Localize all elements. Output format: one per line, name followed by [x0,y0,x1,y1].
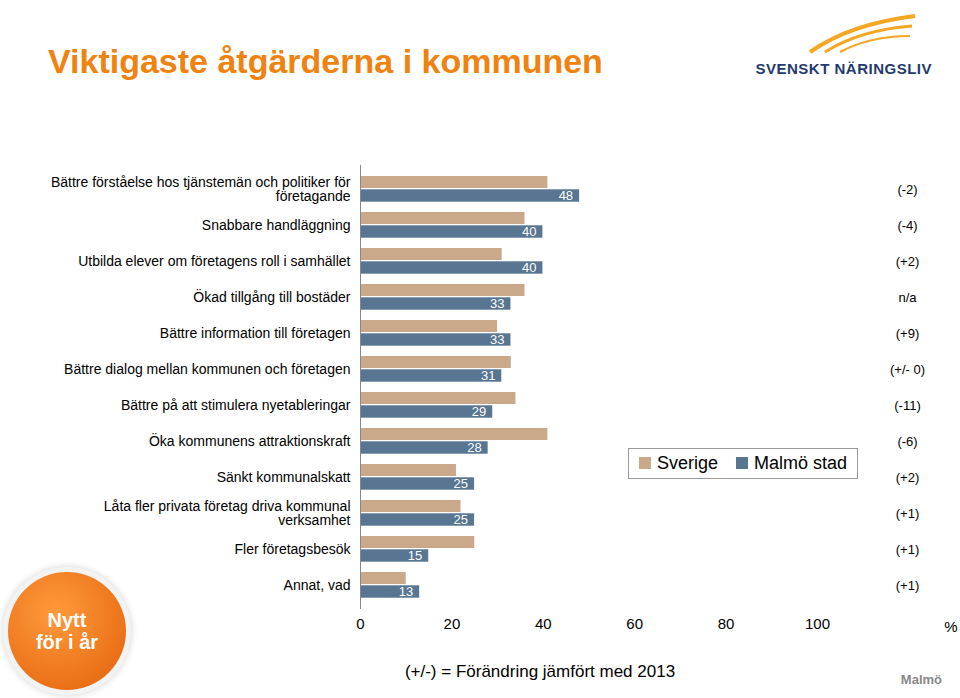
svg-text:80: 80 [718,615,735,632]
svg-text:20: 20 [444,615,461,632]
html-text:Malmö: Malmö [900,672,942,687]
svg-text:n/a: n/a [898,290,917,305]
svg-text:Utbilda elever om företagens r: Utbilda elever om företagens roll i samh… [78,253,350,269]
svg-text:(+1): (+1) [896,506,919,521]
svg-text:Annat, vad: Annat, vad [284,577,351,593]
svg-text:48: 48 [559,188,573,203]
svg-text:25: 25 [454,512,468,527]
html-text:Viktigaste åtgärderna i kommun: Viktigaste åtgärderna i kommunen [48,42,603,80]
html-text:Nytt: Nytt [47,609,87,631]
svg-text:Bättre information till företa: Bättre information till företagen [160,325,351,341]
svg-text:60: 60 [626,615,643,632]
html-text:Malmö stad: Malmö stad [754,453,848,473]
svg-text:40: 40 [522,260,536,275]
svg-text:(+2): (+2) [896,254,919,269]
svg-text:(-2): (-2) [897,182,917,197]
svg-text:Bättre dialog mellan kommunen: Bättre dialog mellan kommunen och företa… [64,361,350,377]
svg-text:13: 13 [399,584,413,599]
html-text:SVENSKT NÄRINGSLIV: SVENSKT NÄRINGSLIV [755,60,932,77]
svg-text:33: 33 [490,296,504,311]
svg-text:Låta fler privata företag driv: Låta fler privata företag driva kommunal… [104,498,351,528]
html-text:Sverige: Sverige [657,453,718,473]
svg-text:Sänkt kommunalskatt: Sänkt kommunalskatt [217,469,351,485]
html-text:för i år: för i år [35,631,99,653]
svg-text:Bättre på att stimulera nyetab: Bättre på att stimulera nyetableringar [121,397,351,413]
svg-text:33: 33 [490,332,504,347]
svg-text:31: 31 [481,368,495,383]
svg-text:Ökad tillgång till bostäder: Ökad tillgång till bostäder [193,288,351,305]
svg-text:(-11): (-11) [894,398,920,413]
svg-text:Fler företagsbesök: Fler företagsbesök [235,541,352,557]
svg-text:%: % [944,618,957,635]
svg-text:(-6): (-6) [897,434,917,449]
svg-text:40: 40 [535,615,552,632]
svg-text:25: 25 [454,476,468,491]
svg-text:29: 29 [472,404,486,419]
html-text:(+/-) = Förändring jämfört med: (+/-) = Förändring jämfört med 2013 [404,662,676,681]
svg-text:(+9): (+9) [896,326,919,341]
svg-text:Bättre förståelse hos tjänstem: Bättre förståelse hos tjänstemän och pol… [51,174,351,204]
svg-text:Öka kommunens attraktionskraft: Öka kommunens attraktionskraft [149,432,351,449]
svg-text:15: 15 [408,548,422,563]
svg-text:28: 28 [467,440,481,455]
svg-text:(+2): (+2) [896,470,919,485]
svg-text:(+/- 0): (+/- 0) [890,362,925,377]
svg-text:(-4): (-4) [897,218,917,233]
svg-text:40: 40 [522,224,536,239]
svg-text:Snabbare handläggning: Snabbare handläggning [202,217,351,233]
svg-text:(+1): (+1) [896,542,919,557]
svg-text:0: 0 [356,615,364,632]
svg-text:(+1): (+1) [896,578,919,593]
svg-text:100: 100 [805,615,830,632]
